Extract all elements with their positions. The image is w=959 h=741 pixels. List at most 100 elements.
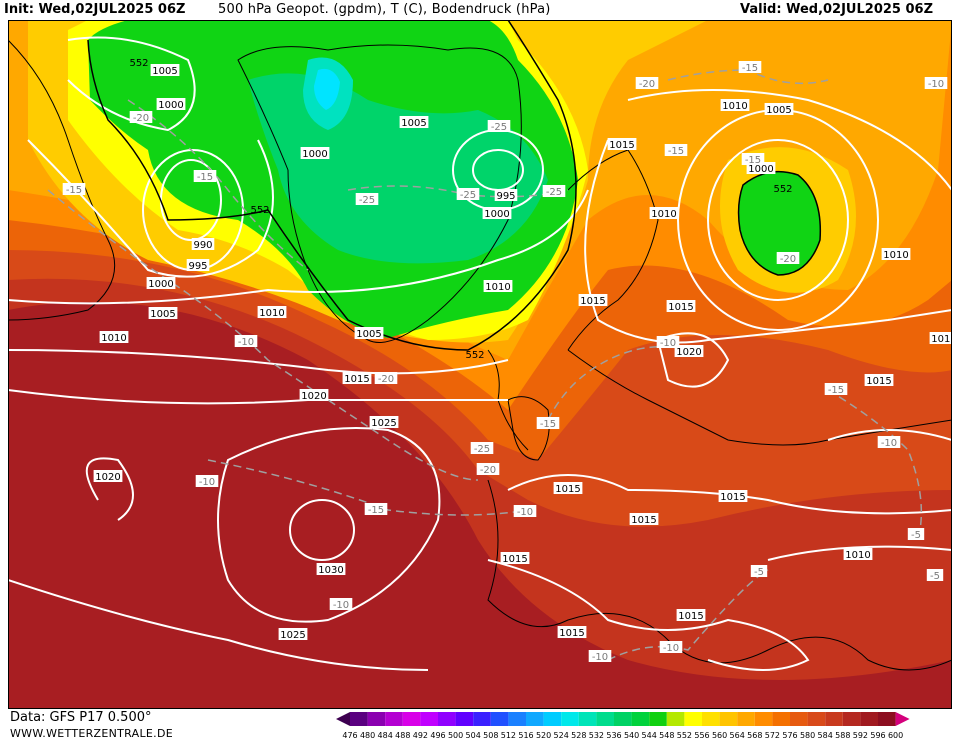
colorbar-swatch bbox=[561, 712, 579, 726]
temperature-label-box bbox=[329, 598, 353, 610]
temperature-label-text: -10 bbox=[199, 477, 215, 488]
temperature-label: -10 bbox=[195, 475, 219, 488]
colorbar-tick-label: 540 bbox=[624, 731, 639, 740]
pressure-label: 995 bbox=[494, 189, 518, 202]
pressure-label-text: 1015 bbox=[631, 515, 656, 526]
temperature-label: -5 bbox=[926, 569, 944, 582]
pressure-label-layer: 1005 1000 1005 1000 995 1000 990 995 1000 1005 101… bbox=[93, 64, 952, 641]
temperature-label: -5 bbox=[750, 565, 768, 578]
temperature-label-box bbox=[635, 77, 659, 89]
colorbar-tick-label: 580 bbox=[800, 731, 815, 740]
isobar-1010-east bbox=[627, 89, 952, 191]
isobar-1030 bbox=[289, 499, 355, 561]
temperature-label-box bbox=[476, 463, 500, 475]
temperature-label: -20 bbox=[776, 252, 800, 265]
temperature-label-box bbox=[659, 641, 683, 653]
pressure-label-text: 1000 bbox=[158, 100, 183, 111]
pressure-label-text: 1010 bbox=[651, 209, 676, 220]
isobar-1010-north bbox=[8, 189, 589, 305]
pressure-label-box bbox=[843, 548, 873, 560]
pressure-label-box bbox=[578, 294, 608, 306]
temperature-label-text: -5 bbox=[930, 571, 940, 582]
temperature-label: -15 bbox=[536, 417, 560, 430]
pressure-label-text: 995 bbox=[188, 261, 207, 272]
isobar-1005-a bbox=[67, 36, 196, 132]
pressure-label: 1030 bbox=[316, 563, 346, 576]
pressure-label: 1015 bbox=[342, 372, 372, 385]
pressure-label: 995 bbox=[186, 259, 210, 272]
colorbar-tick-label: 520 bbox=[536, 731, 551, 740]
colorbar-swatch bbox=[438, 712, 456, 726]
pressure-label-text: 1010 bbox=[101, 333, 126, 344]
coastlines bbox=[8, 39, 952, 671]
colorbar-swatch bbox=[754, 712, 773, 726]
pressure-label: 1005 bbox=[764, 103, 794, 116]
weather-map: 1005 1000 1005 1000 995 1000 990 995 1000 1005 101… bbox=[8, 20, 952, 709]
temperature-label-text: -10 bbox=[660, 338, 676, 349]
pressure-label-text: 1000 bbox=[748, 164, 773, 175]
temperature-label-box bbox=[355, 193, 379, 205]
colorbar-swatch bbox=[614, 712, 632, 726]
pressure-label-box bbox=[299, 389, 329, 401]
temperature-label-box bbox=[487, 120, 511, 132]
pressure-label-text: 1030 bbox=[318, 565, 343, 576]
colorbar-labels: 476 480 484 488 492 496 500 504 508 512 516 520 524 5… bbox=[342, 731, 903, 740]
pressure-label-box bbox=[764, 103, 794, 115]
temperature-label-box bbox=[656, 336, 680, 348]
geopotential-label-text: 552 bbox=[129, 58, 148, 69]
pressure-label-text: 1025 bbox=[280, 630, 305, 641]
colorbar-tick-label: 600 bbox=[888, 731, 903, 740]
isobar-1020-europe bbox=[656, 332, 730, 388]
temperature-label-box bbox=[62, 183, 86, 195]
temperature-label-layer: -20 -15 -15 -25 -25 -25 -25 -20 -15 -15 -15 -20 -10 -… bbox=[62, 61, 948, 663]
colorbar-tick-label: 572 bbox=[765, 731, 780, 740]
temperature-label: -10 bbox=[588, 650, 612, 663]
pressure-label-text: 1025 bbox=[371, 418, 396, 429]
pressure-label-box bbox=[483, 280, 513, 292]
temperature-label: -25 bbox=[487, 120, 511, 133]
temperature-label: -15 bbox=[664, 144, 688, 157]
temperature-label-box bbox=[824, 383, 848, 395]
chart-title: 500 hPa Geopot. (gpdm), T (C), Bodendruc… bbox=[218, 2, 551, 17]
pressure-label: 1020 bbox=[93, 470, 123, 483]
pressure-label: 1000 bbox=[300, 147, 330, 160]
colorbar-swatch bbox=[526, 712, 544, 726]
pressure-label: 1010 bbox=[881, 248, 911, 261]
temperature-label: -25 bbox=[355, 193, 379, 206]
temperature-label-box bbox=[129, 111, 153, 123]
pressure-label: 1010 bbox=[843, 548, 873, 561]
temperature-label-text: -15 bbox=[828, 385, 844, 396]
colorbar-tick-label: 488 bbox=[395, 731, 410, 740]
pressure-label-box bbox=[316, 563, 346, 575]
temperature-label-box bbox=[234, 335, 258, 347]
canada-coast bbox=[8, 39, 116, 321]
pressure-label: 1015 bbox=[500, 552, 530, 565]
pressure-label-text: 1000 bbox=[148, 279, 173, 290]
pressure-label-text: 1020 bbox=[95, 472, 120, 483]
scandinavia-coast bbox=[567, 149, 659, 351]
britain-coast bbox=[507, 396, 550, 461]
colorbar-swatch bbox=[473, 712, 491, 726]
temperature-label-box bbox=[536, 417, 560, 429]
pressure-label-text: 1020 bbox=[676, 347, 701, 358]
colorbar-tick-label: 476 bbox=[342, 731, 357, 740]
colorbar-tick-label: 596 bbox=[870, 731, 885, 740]
colorbar-swatch bbox=[666, 712, 685, 726]
pressure-label-box bbox=[369, 416, 399, 428]
pressure-label-box bbox=[342, 372, 372, 384]
colorbar-swatch bbox=[737, 712, 755, 726]
colorbar-tick-label: 512 bbox=[501, 731, 516, 740]
temperature-label-box bbox=[776, 252, 800, 264]
pressure-label-box bbox=[676, 609, 706, 621]
pressure-label: 1005 bbox=[150, 64, 180, 77]
temperature-label: -25 bbox=[456, 188, 480, 201]
temperature-label-text: -5 bbox=[911, 530, 921, 541]
pressure-label: 1000 bbox=[156, 98, 186, 111]
temperature-label: -20 bbox=[374, 372, 398, 385]
colorbar-tick-label: 500 bbox=[448, 731, 463, 740]
pressure-label-box bbox=[146, 277, 176, 289]
colorbar-tick-label: 516 bbox=[518, 731, 533, 740]
temperature-label-box bbox=[456, 188, 480, 200]
temperature-label-text: -20 bbox=[639, 79, 655, 90]
temperature-label-text: -5 bbox=[754, 567, 764, 578]
